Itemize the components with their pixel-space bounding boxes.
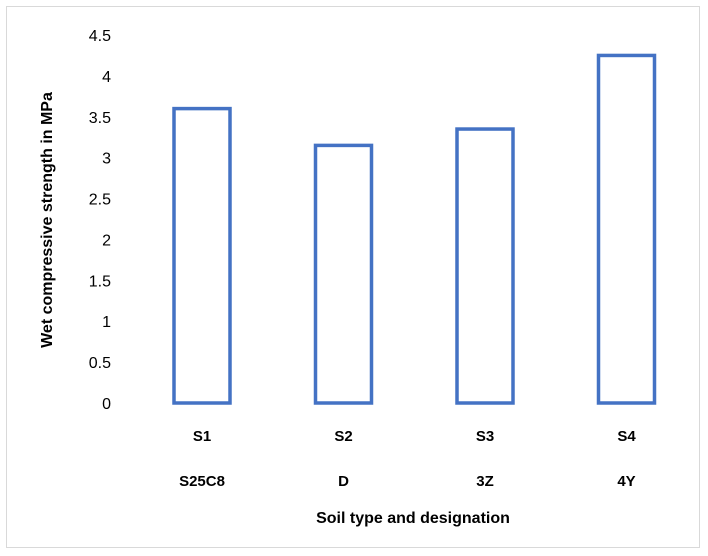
y-tick-label: 0 [102,396,111,413]
x-category-label: S2 [334,428,352,445]
y-tick-label: 3 [102,151,111,168]
y-axis-title: Wet compressive strength in MPa [39,92,56,348]
x-category-labels: S1 S2 S3 S4 [193,428,637,445]
y-tick-label: 4 [102,69,111,86]
bar-s1 [172,106,232,405]
y-tick-labels: 0 0.5 1 1.5 2 2.5 3 3.5 4 4.5 [89,28,111,413]
x-axis-title: Soil type and designation [316,510,510,527]
y-tick-label: 1.5 [89,273,111,290]
y-tick-label: 2.5 [89,192,111,209]
y-tick-label: 4.5 [89,28,111,45]
bars [172,53,657,405]
y-tick-label: 3.5 [89,110,111,127]
x-category-label: S3 [476,428,494,445]
y-tick-label: 1 [102,314,111,331]
bar-s3 [455,127,515,405]
bar-s2 [313,143,374,405]
bar-s4 [596,53,657,405]
y-tick-label: 2 [102,232,111,249]
x-designation-labels: S25C8 D 3Z 4Y [179,473,636,490]
x-designation-label: 4Y [617,473,635,490]
x-category-label: S4 [617,428,636,445]
x-category-label: S1 [193,428,211,445]
x-designation-label: 3Z [476,473,494,490]
x-designation-label: S25C8 [179,473,225,490]
y-tick-label: 0.5 [89,355,111,372]
x-designation-label: D [338,473,349,490]
